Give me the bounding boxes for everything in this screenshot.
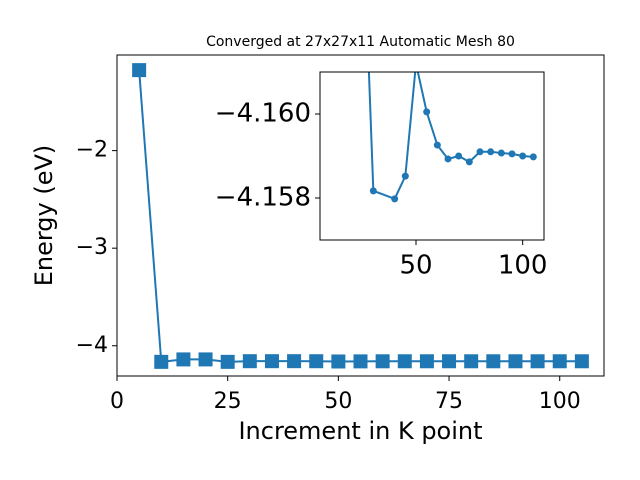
x-tick-label: 50 — [324, 389, 352, 414]
marker — [220, 354, 235, 369]
marker — [476, 148, 484, 156]
marker — [574, 354, 589, 369]
y-tick-label: −4 — [76, 333, 108, 358]
marker — [487, 148, 495, 156]
x-tick-label: 50 — [399, 251, 432, 281]
marker — [529, 153, 537, 161]
marker — [242, 354, 257, 369]
chart-title: Converged at 27x27x11 Automatic Mesh 80 — [206, 34, 515, 50]
marker — [497, 149, 505, 157]
marker — [519, 152, 527, 160]
marker — [198, 352, 213, 367]
y-tick-label: −3 — [76, 235, 108, 260]
marker — [154, 354, 169, 369]
y-tick-label: −4.158 — [215, 183, 311, 213]
marker — [508, 150, 516, 158]
marker — [391, 195, 399, 203]
x-axis-label: Increment in K point — [238, 417, 482, 445]
plot-content — [367, 72, 537, 203]
marker — [464, 354, 479, 369]
x-tick-label: 75 — [435, 389, 463, 414]
axes-frame — [116, 54, 605, 377]
marker — [508, 354, 523, 369]
marker — [530, 354, 545, 369]
marker — [353, 354, 368, 369]
marker — [331, 354, 346, 369]
marker — [132, 63, 147, 78]
x-tick-label: 100 — [498, 251, 548, 281]
marker — [369, 187, 377, 195]
marker — [455, 152, 463, 160]
marker — [419, 354, 434, 369]
marker — [552, 354, 567, 369]
y-tick-label: −2 — [76, 138, 108, 163]
marker — [309, 354, 324, 369]
marker — [433, 141, 441, 149]
marker — [486, 354, 501, 369]
x-tick-label: 0 — [110, 389, 124, 414]
x-tick-label: 25 — [214, 389, 242, 414]
marker — [264, 354, 279, 369]
marker — [287, 354, 302, 369]
marker — [176, 352, 191, 367]
marker — [423, 108, 431, 116]
plot-area — [320, 72, 544, 240]
marker — [444, 155, 452, 163]
y-tick-label: −4.160 — [215, 99, 311, 129]
plot-content — [132, 63, 589, 369]
axes-frame — [319, 71, 545, 241]
marker — [397, 354, 412, 369]
x-tick-label: 100 — [539, 389, 581, 414]
marker — [401, 172, 409, 180]
marker — [375, 354, 390, 369]
marker — [465, 158, 473, 166]
y-axis-label: Energy (eV) — [30, 145, 58, 287]
data-line — [367, 72, 534, 201]
marker — [442, 354, 457, 369]
